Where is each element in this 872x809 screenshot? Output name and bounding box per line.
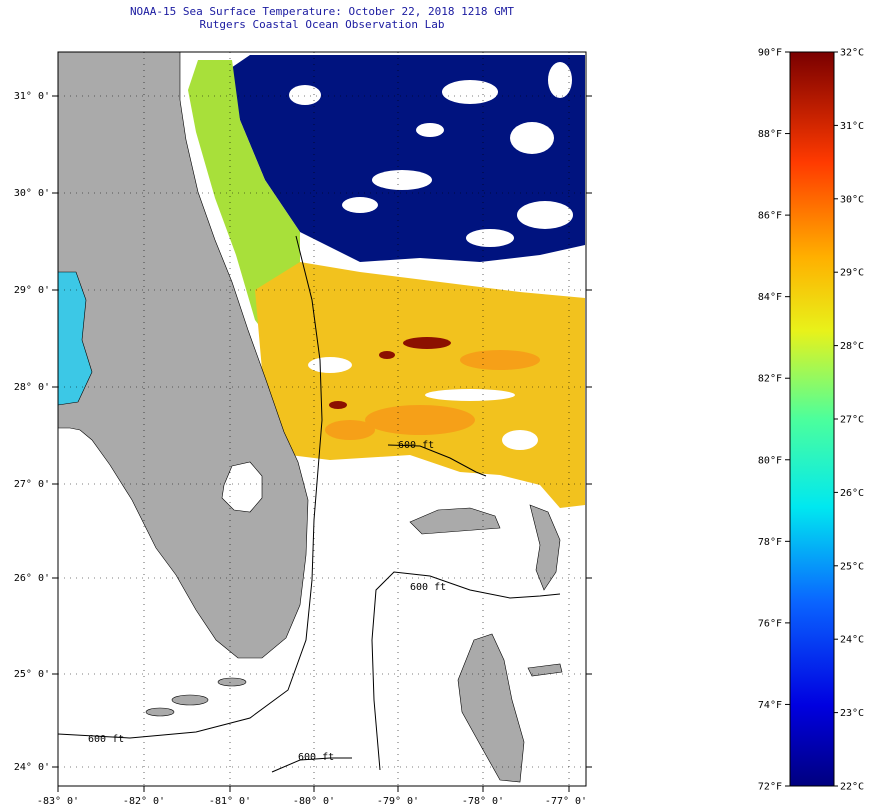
map-subtitle: Rutgers Coastal Ocean Observation Lab — [199, 18, 445, 31]
lon-label-81: -81° 0' — [209, 796, 251, 807]
colorbar-label-c: 27°C — [840, 415, 864, 426]
abaco-land — [529, 504, 561, 591]
colorbar-label-f: 72°F — [758, 782, 782, 793]
colorbar-fahrenheit-labels: 90°F 88°F 86°F 84°F 82°F 80°F 78°F 76°F 74°F 72°F — [758, 48, 782, 793]
coastal-water-band — [188, 60, 300, 340]
lat-label-27: 27° 0' — [14, 479, 50, 490]
gulf-coastal-water — [58, 272, 92, 428]
lon-label-77: -77° 0' — [545, 796, 587, 807]
colorbar-label-c: 25°C — [840, 561, 864, 572]
colorbar-label-f: 74°F — [758, 700, 782, 711]
lat-label-26: 26° 0' — [14, 573, 50, 584]
berry-islands — [527, 663, 563, 677]
florida-keys — [145, 677, 247, 717]
warmer-patches — [325, 350, 540, 440]
colorbar-label-c: 29°C — [840, 268, 864, 279]
colorbar-ticks — [785, 51, 838, 787]
colorbar-label-c: 31°C — [840, 121, 864, 132]
colorbar-label-c: 30°C — [840, 194, 864, 205]
colorbar-label-f: 76°F — [758, 618, 782, 629]
temperature-colorbar — [789, 51, 835, 787]
colorbar-label-f: 80°F — [758, 455, 782, 466]
colorbar-label-f: 86°F — [758, 211, 782, 222]
lat-label-24: 24° 0' — [14, 762, 50, 773]
lat-label-28: 28° 0' — [14, 382, 50, 393]
cold-water-region — [228, 55, 585, 262]
depth-contours — [58, 235, 561, 773]
lake-okeechobee — [221, 461, 263, 513]
lon-label-80: -80° 0' — [293, 796, 335, 807]
colorbar-label-c: 26°C — [840, 488, 864, 499]
map-frame — [57, 51, 587, 787]
hot-spots — [329, 337, 451, 409]
andros-land — [457, 633, 525, 783]
lon-label-79: -79° 0' — [377, 796, 419, 807]
colorbar-label-c: 28°C — [840, 341, 864, 352]
lat-label-30: 30° 0' — [14, 188, 50, 199]
contour-label-north: 600 ft — [398, 440, 434, 451]
axis-ticks — [52, 95, 592, 792]
colorbar-label-f: 78°F — [758, 537, 782, 548]
colorbar-label-f: 90°F — [758, 48, 782, 59]
lon-label-83: -83° 0' — [37, 796, 79, 807]
grand-bahama-land — [409, 507, 501, 535]
cloud-gaps — [289, 62, 573, 247]
graticule-grid — [58, 52, 586, 786]
colorbar-celsius-labels: 32°C 31°C 30°C 29°C 28°C 27°C 26°C 25°C 24°C 23°C… — [840, 48, 864, 793]
colorbar-label-f: 88°F — [758, 129, 782, 140]
lat-label-31: 31° 0' — [14, 91, 50, 102]
lat-label-29: 29° 0' — [14, 285, 50, 296]
lat-label-25: 25° 0' — [14, 669, 50, 680]
colorbar-label-c: 23°C — [840, 708, 864, 719]
contour-label-straits: 600 ft — [410, 582, 446, 593]
contour-label-south: 600 ft — [298, 752, 334, 763]
colorbar-label-f: 82°F — [758, 374, 782, 385]
colorbar-label-c: 32°C — [840, 48, 864, 59]
colorbar-label-c: 22°C — [840, 782, 864, 793]
map-title: NOAA-15 Sea Surface Temperature: October… — [129, 5, 515, 18]
colorbar-label-f: 84°F — [758, 292, 782, 303]
lon-label-78: -78° 0' — [462, 796, 504, 807]
colorbar-label-c: 24°C — [840, 635, 864, 646]
warm-water-region — [255, 262, 585, 508]
cloud-gaps-south — [308, 357, 538, 450]
contour-label-gulf: 600 ft — [88, 734, 124, 745]
lon-label-82: -82° 0' — [123, 796, 165, 807]
